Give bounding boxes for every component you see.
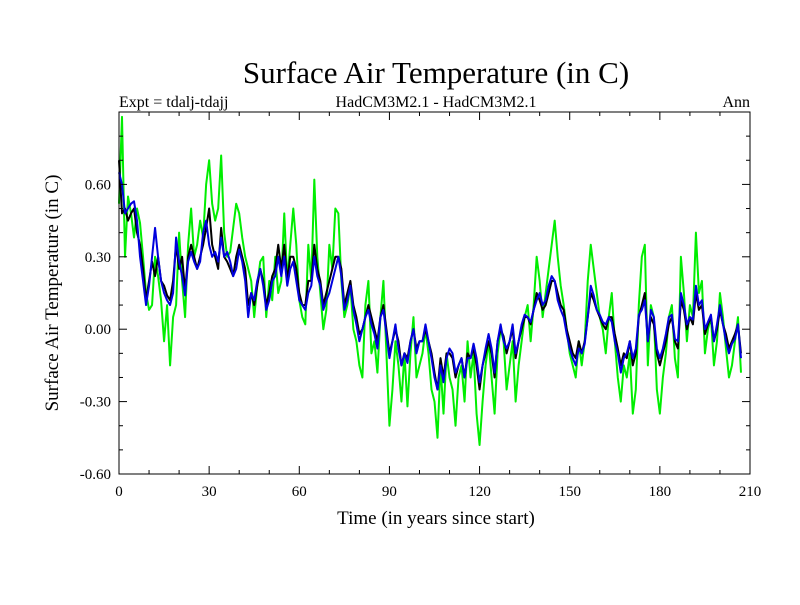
x-axis-label: Time (in years since start) xyxy=(337,508,535,529)
plot-frame xyxy=(118,111,751,475)
x-tick-label: 120 xyxy=(468,484,491,500)
axis-layer: 0 30 60 90 120 150 180 210 -0.60 -0.30 0.00 0.30 0.6… xyxy=(80,111,762,500)
x-tick-label: 60 xyxy=(292,484,307,500)
x-tick-label: 90 xyxy=(382,484,397,500)
y-tick-label: -0.30 xyxy=(80,395,111,411)
subtitle-right: Ann xyxy=(722,94,750,111)
chart-title: Surface Air Temperature (in C) xyxy=(243,55,629,90)
y-tick-label: 0.30 xyxy=(85,250,111,266)
x-tick-label: 0 xyxy=(115,484,123,500)
y-tick-label: 0.60 xyxy=(85,177,111,193)
series-layer xyxy=(118,115,742,447)
x-tick-label: 30 xyxy=(202,484,217,500)
subtitle-center: HadCM3M2.1 - HadCM3M2.1 xyxy=(336,94,537,111)
x-tick-label: 210 xyxy=(739,484,762,500)
y-axis-label: Surface Air Temperature (in C) xyxy=(42,175,63,412)
y-tick-label: -0.60 xyxy=(80,467,111,483)
series-blue xyxy=(118,172,742,391)
subtitle-left: Expt = tdalj-tdajj xyxy=(119,94,228,111)
x-tick-label: 180 xyxy=(649,484,672,500)
x-tick-label: 150 xyxy=(558,484,581,500)
y-tick-label: 0.00 xyxy=(85,322,111,338)
series-line-blue xyxy=(118,172,742,391)
